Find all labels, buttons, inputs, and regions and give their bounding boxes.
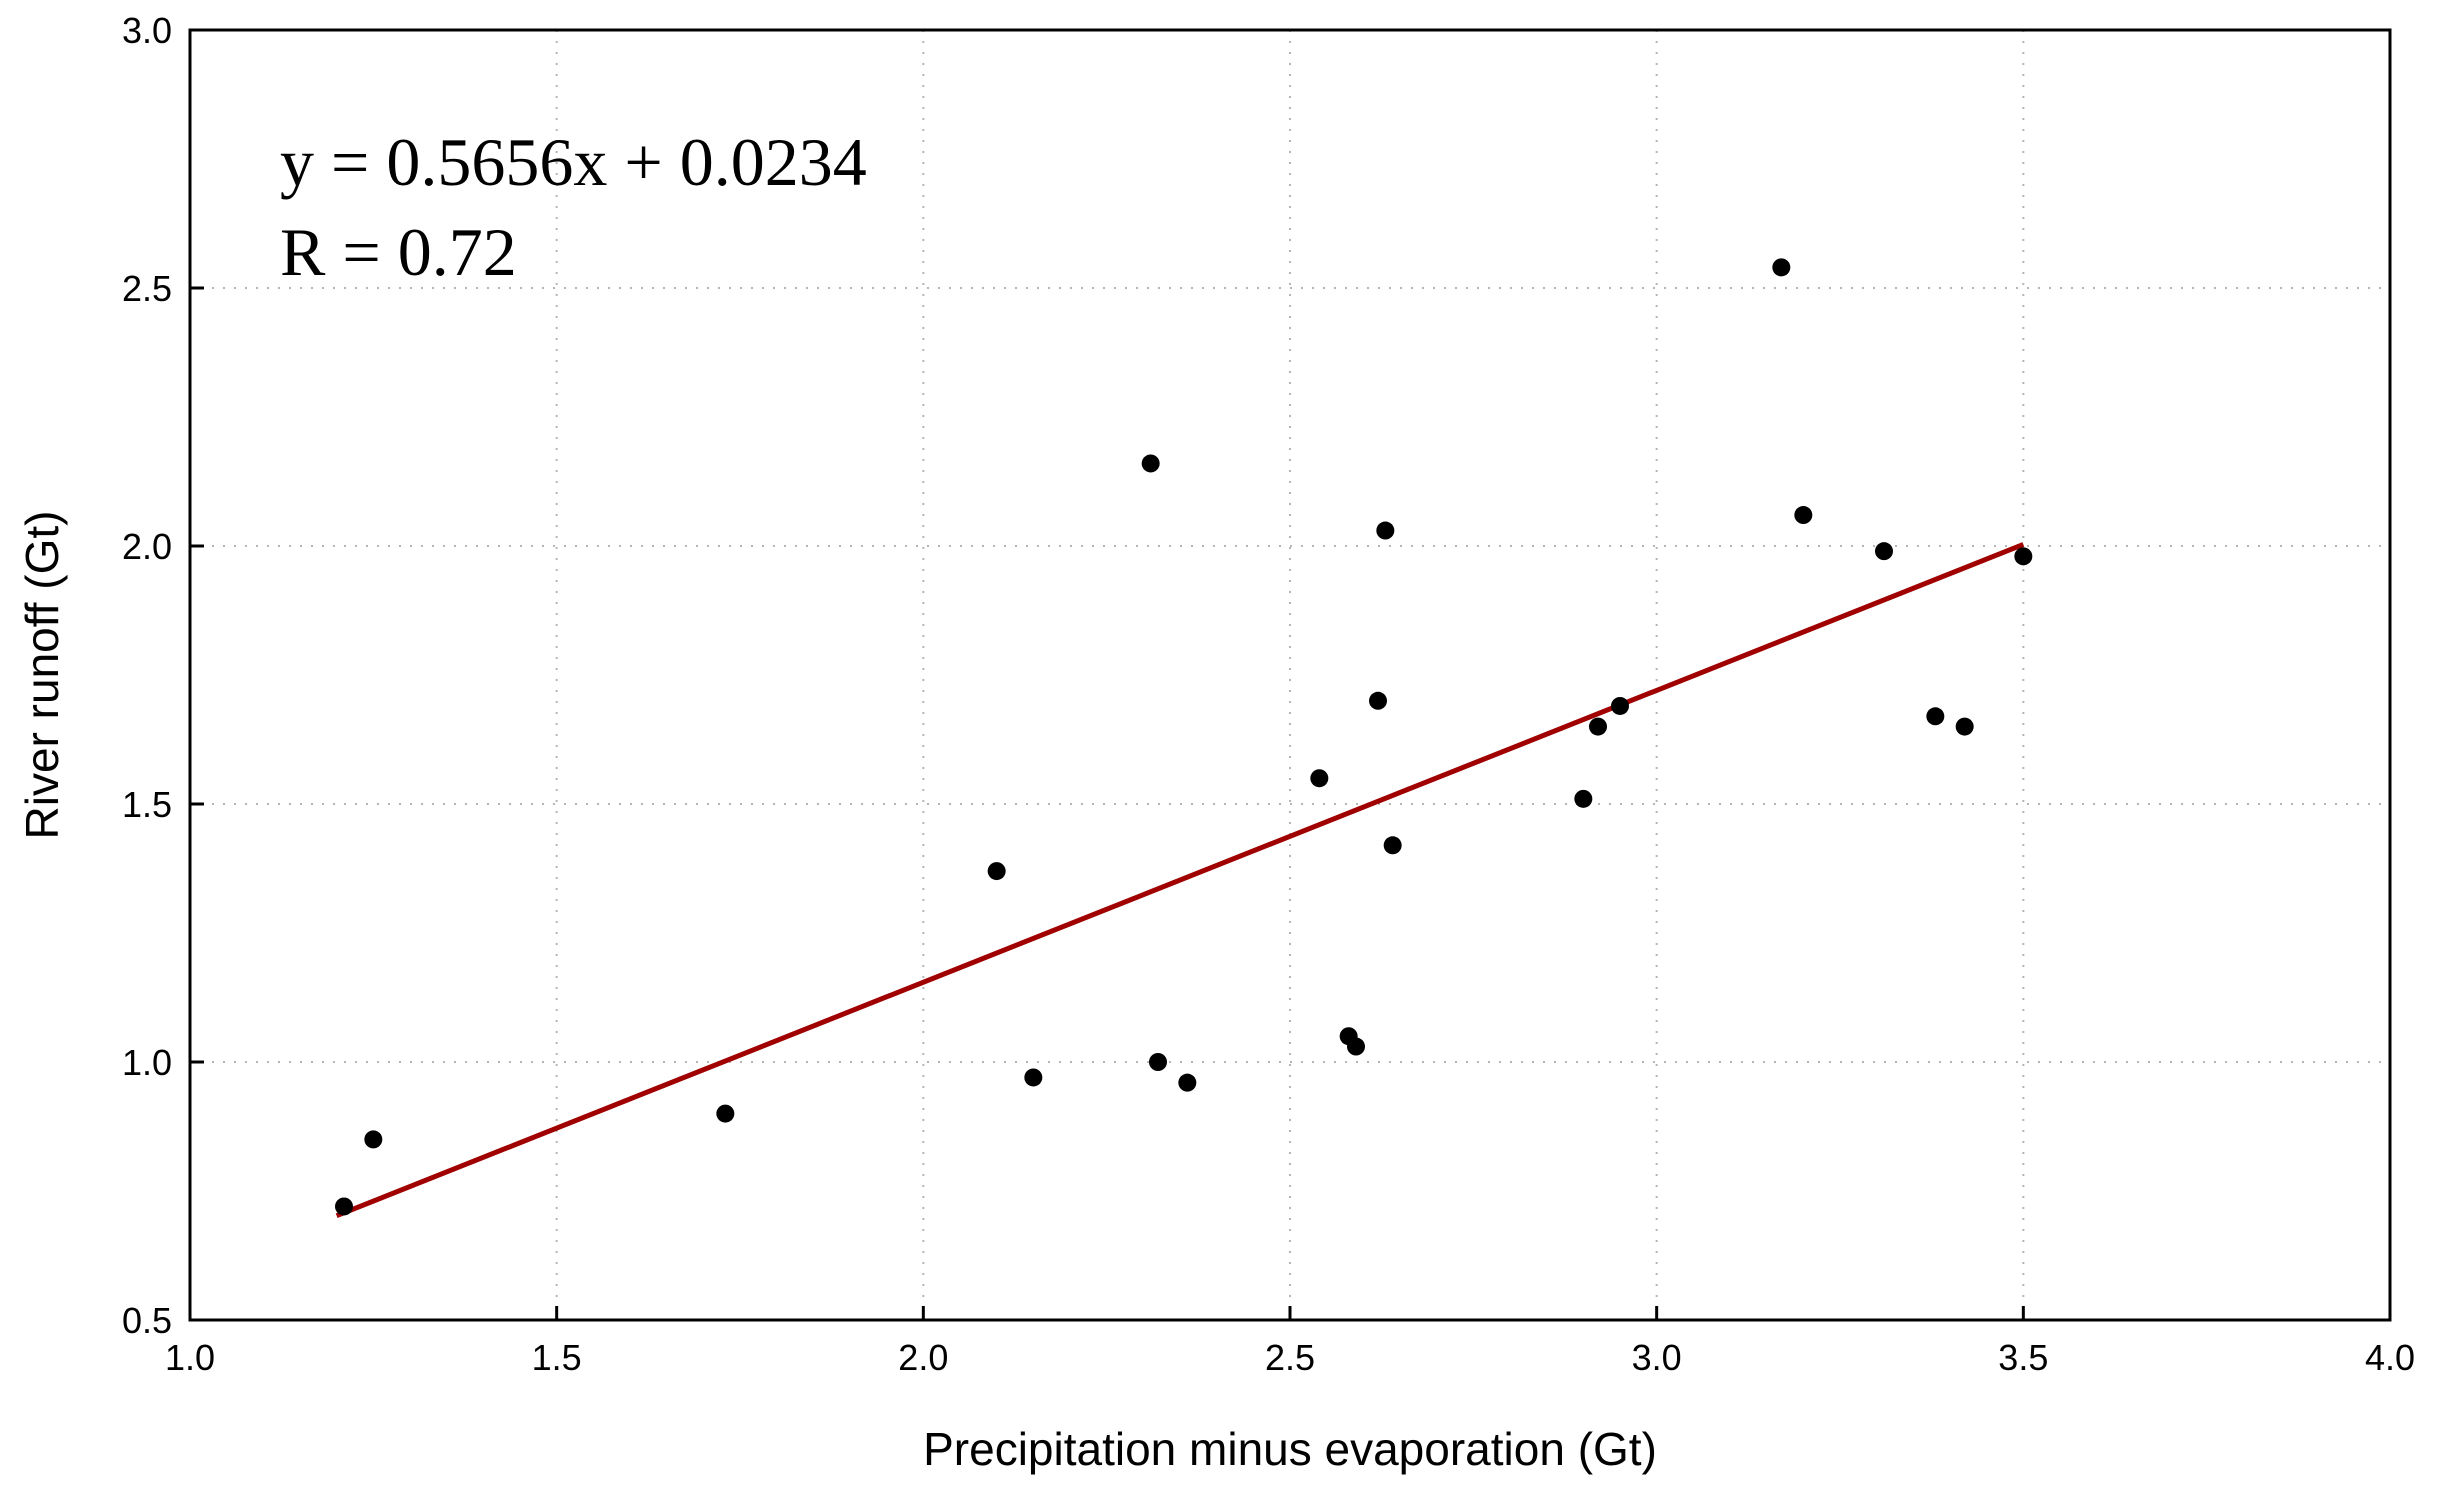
y-tick-label: 0.5 (122, 1300, 172, 1341)
data-point (1141, 454, 1160, 473)
data-point (1376, 521, 1395, 540)
regression-line (335, 542, 2025, 1219)
data-point (1611, 696, 1629, 715)
x-tick-label: 2.5 (1265, 1337, 1315, 1378)
y-tick-label: 3.0 (122, 10, 172, 51)
data-point (987, 862, 1006, 881)
data-points (335, 258, 2033, 1216)
data-point (1589, 717, 1607, 736)
x-tick-label: 3.0 (1632, 1337, 1682, 1378)
data-point (1926, 707, 1945, 726)
data-point (1794, 506, 1813, 525)
data-point (335, 1197, 353, 1216)
x-tick-label: 4.0 (2365, 1337, 2415, 1378)
y-tick-label: 1.0 (122, 1042, 172, 1083)
regression-equation: y = 0.5656x + 0.0234 (280, 124, 867, 200)
data-point (1383, 836, 1402, 855)
data-point (1574, 789, 1593, 808)
x-axis-title: Precipitation minus evaporation (Gt) (923, 1423, 1657, 1475)
data-point (1024, 1068, 1043, 1087)
x-tick-label: 1.5 (532, 1337, 582, 1378)
y-tick-label: 1.5 (122, 784, 172, 825)
data-point (1178, 1073, 1197, 1092)
data-point (1772, 258, 1791, 277)
x-tick-label: 3.5 (1998, 1337, 2048, 1378)
data-point (1875, 542, 1893, 561)
correlation-label: R = 0.72 (280, 214, 517, 290)
y-tick-label: 2.5 (122, 268, 172, 309)
data-point (1955, 717, 1974, 736)
data-point (716, 1104, 735, 1123)
data-point (2014, 547, 2033, 566)
grid-lines (190, 30, 2390, 1320)
x-tick-labels: 1.0 1.5 2.0 2.5 3.0 3.5 4.0 (165, 1337, 2415, 1378)
data-point (364, 1130, 383, 1149)
data-point (1310, 769, 1329, 788)
y-tick-labels: 0.5 1.0 1.5 2.0 2.5 3.0 (122, 10, 172, 1341)
axis-ticks (188, 28, 2392, 1322)
y-tick-label: 2.0 (122, 526, 172, 567)
data-point (1149, 1053, 1167, 1071)
plot-frame (188, 28, 2392, 1322)
data-point (1347, 1037, 1365, 1056)
data-point (1369, 691, 1387, 710)
x-tick-label: 1.0 (165, 1337, 215, 1378)
x-tick-label: 2.0 (898, 1337, 948, 1378)
y-axis-title: River runoff (Gt) (16, 511, 68, 840)
